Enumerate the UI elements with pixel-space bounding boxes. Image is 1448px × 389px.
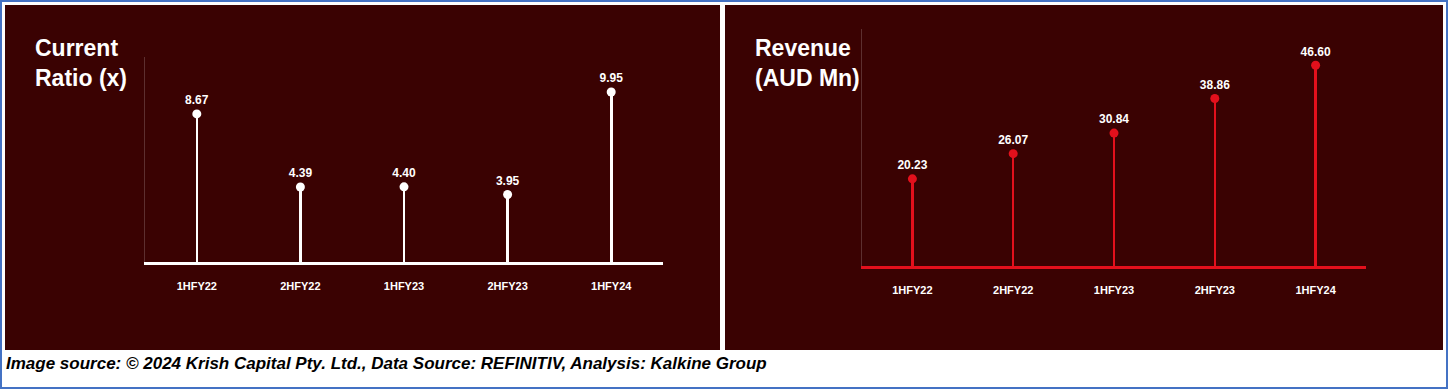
svg-text:30.84: 30.84 <box>1099 112 1129 126</box>
svg-text:26.07: 26.07 <box>998 133 1028 147</box>
svg-text:2HFY23: 2HFY23 <box>1195 284 1235 296</box>
svg-text:20.23: 20.23 <box>897 158 927 172</box>
svg-text:8.67: 8.67 <box>185 93 209 107</box>
svg-text:4.39: 4.39 <box>289 166 313 180</box>
svg-text:1HFY23: 1HFY23 <box>384 280 424 292</box>
svg-text:2HFY23: 2HFY23 <box>487 280 527 292</box>
svg-text:2HFY22: 2HFY22 <box>993 284 1033 296</box>
svg-text:9.95: 9.95 <box>600 71 624 85</box>
svg-text:2HFY22: 2HFY22 <box>280 280 320 292</box>
svg-text:1HFY23: 1HFY23 <box>1094 284 1134 296</box>
svg-text:1HFY22: 1HFY22 <box>892 284 932 296</box>
svg-text:CurrentRatio (x): CurrentRatio (x) <box>35 35 127 91</box>
html-text:Image source: © 2024 Krish Cap: Image source: © 2024 Krish Capital Pty. … <box>6 354 767 373</box>
svg-text:38.86: 38.86 <box>1200 78 1230 92</box>
svg-text:4.40: 4.40 <box>392 166 416 180</box>
svg-text:1HFY24: 1HFY24 <box>1295 284 1336 296</box>
svg-text:3.95: 3.95 <box>496 174 520 188</box>
svg-text:Revenue(AUD Mn): Revenue(AUD Mn) <box>755 35 860 91</box>
svg-text:1HFY22: 1HFY22 <box>177 280 217 292</box>
svg-text:46.60: 46.60 <box>1301 45 1331 59</box>
svg-text:1HFY24: 1HFY24 <box>591 280 632 292</box>
